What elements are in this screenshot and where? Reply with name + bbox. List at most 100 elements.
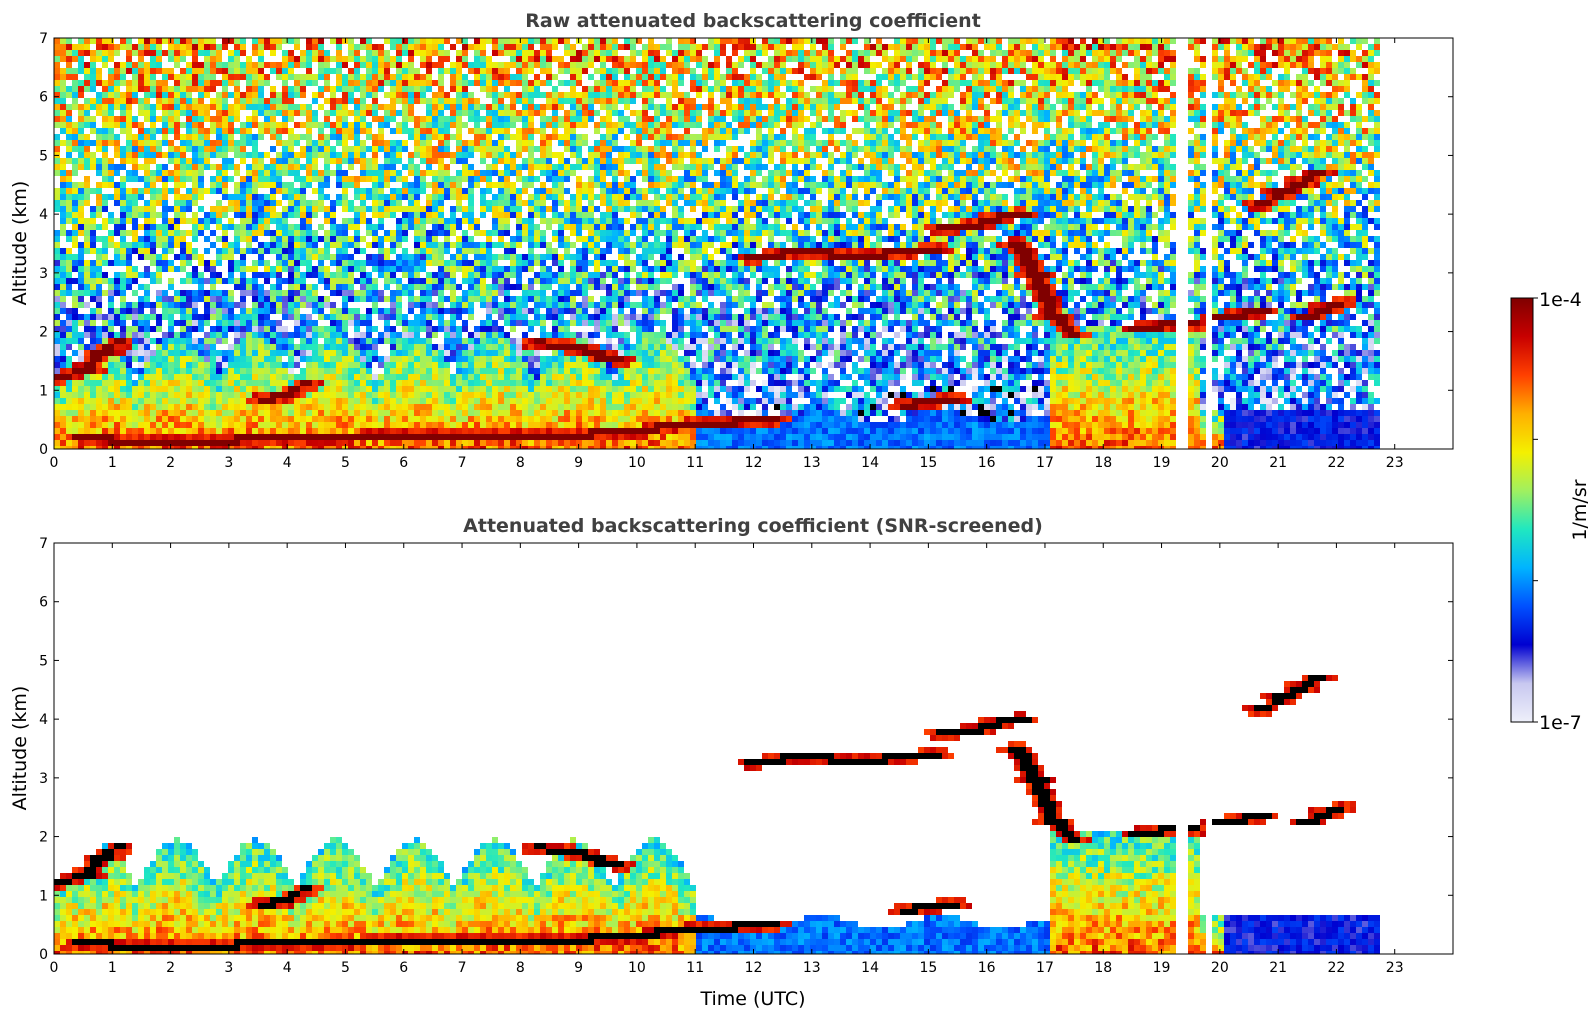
heatmap-cell: [522, 80, 528, 86]
heatmap-cell: [516, 140, 522, 146]
heatmap-cell: [54, 104, 60, 110]
heatmap-cell: [300, 422, 306, 428]
heatmap-cell: [462, 158, 468, 164]
heatmap-cell: [66, 158, 72, 164]
heatmap-cell: [270, 110, 276, 116]
heatmap-cell: [234, 416, 240, 422]
heatmap-cell: [546, 386, 552, 392]
heatmap-cell: [180, 44, 186, 50]
heatmap-cell: [552, 128, 558, 134]
heatmap-cell: [222, 422, 228, 428]
heatmap-cell: [288, 164, 294, 170]
heatmap-cell: [420, 134, 426, 140]
heatmap-cell: [414, 254, 420, 260]
heatmap-cell: [126, 338, 132, 344]
heatmap-cell: [84, 44, 90, 50]
heatmap-cell: [186, 68, 192, 74]
heatmap-cell: [258, 350, 264, 356]
heatmap-cell: [348, 218, 354, 224]
heatmap-cell: [120, 98, 126, 104]
heatmap-cell: [162, 128, 168, 134]
heatmap-cell: [300, 230, 306, 236]
heatmap-cell: [306, 362, 312, 368]
heatmap-cell: [366, 392, 372, 398]
heatmap-cell: [462, 266, 468, 272]
heatmap-cell: [402, 440, 408, 446]
heatmap-cell: [150, 92, 156, 98]
heatmap-cell: [204, 308, 210, 314]
heatmap-cell: [474, 170, 480, 176]
heatmap-cell: [288, 344, 294, 350]
heatmap-cell: [378, 266, 384, 272]
heatmap-cell: [192, 398, 198, 404]
heatmap-cell: [90, 434, 96, 440]
heatmap-cell: [336, 422, 342, 428]
heatmap-cell: [168, 338, 174, 344]
heatmap-cell: [174, 128, 180, 134]
heatmap-cell: [498, 326, 504, 332]
heatmap-cell: [144, 110, 150, 116]
heatmap-cell: [228, 326, 234, 332]
heatmap-cell: [348, 68, 354, 74]
heatmap-cell: [300, 416, 306, 422]
heatmap-cell: [276, 110, 282, 116]
heatmap-cell: [108, 122, 114, 128]
heatmap-cell: [408, 182, 414, 188]
heatmap-cell: [72, 440, 78, 446]
heatmap-cell: [510, 308, 516, 314]
heatmap-cell: [96, 272, 102, 278]
heatmap-cell: [252, 284, 258, 290]
heatmap-cell: [204, 224, 210, 230]
heatmap-cell: [306, 122, 312, 128]
heatmap-cell: [72, 224, 78, 230]
heatmap-cell: [60, 410, 66, 416]
heatmap-cell: [264, 440, 270, 446]
heatmap-cell: [108, 218, 114, 224]
heatmap-cell: [246, 422, 252, 428]
heatmap-cell: [402, 404, 408, 410]
heatmap-cell: [318, 224, 324, 230]
heatmap-cell: [306, 296, 312, 302]
heatmap-cell: [186, 434, 192, 440]
heatmap-cell: [414, 446, 420, 449]
heatmap-cell: [450, 284, 456, 290]
heatmap-cell: [420, 128, 426, 134]
heatmap-cell: [168, 206, 174, 212]
heatmap-cell: [426, 362, 432, 368]
heatmap-cell: [90, 410, 96, 416]
heatmap-cell: [180, 92, 186, 98]
heatmap-cell: [72, 296, 78, 302]
heatmap-cell: [60, 86, 66, 92]
heatmap-cell: [300, 374, 306, 380]
heatmap-cell: [336, 374, 342, 380]
heatmap-cell: [258, 314, 264, 320]
heatmap-cell: [426, 356, 432, 362]
heatmap-cell: [540, 296, 546, 302]
heatmap-cell: [534, 38, 540, 44]
heatmap-cell: [354, 362, 360, 368]
heatmap-cell: [330, 356, 336, 362]
heatmap-cell: [486, 398, 492, 404]
heatmap-cell: [456, 68, 462, 74]
heatmap-cell: [72, 266, 78, 272]
heatmap-cell: [264, 416, 270, 422]
heatmap-cell: [312, 284, 318, 290]
heatmap-cell: [408, 266, 414, 272]
heatmap-cell: [162, 380, 168, 386]
heatmap-cell: [66, 284, 72, 290]
heatmap-cell: [126, 128, 132, 134]
heatmap-cell: [168, 44, 174, 50]
heatmap-cell: [282, 248, 288, 254]
heatmap-cell: [222, 44, 228, 50]
heatmap-cell: [384, 404, 390, 410]
heatmap-cell: [540, 116, 546, 122]
heatmap-cell: [336, 434, 342, 440]
heatmap-cell: [420, 56, 426, 62]
heatmap-cell: [378, 122, 384, 128]
heatmap-cell: [168, 152, 174, 158]
heatmap-cell: [174, 434, 180, 440]
heatmap-cell: [456, 152, 462, 158]
heatmap-cell: [318, 398, 324, 404]
heatmap-cell: [126, 140, 132, 146]
heatmap-cell: [180, 338, 186, 344]
